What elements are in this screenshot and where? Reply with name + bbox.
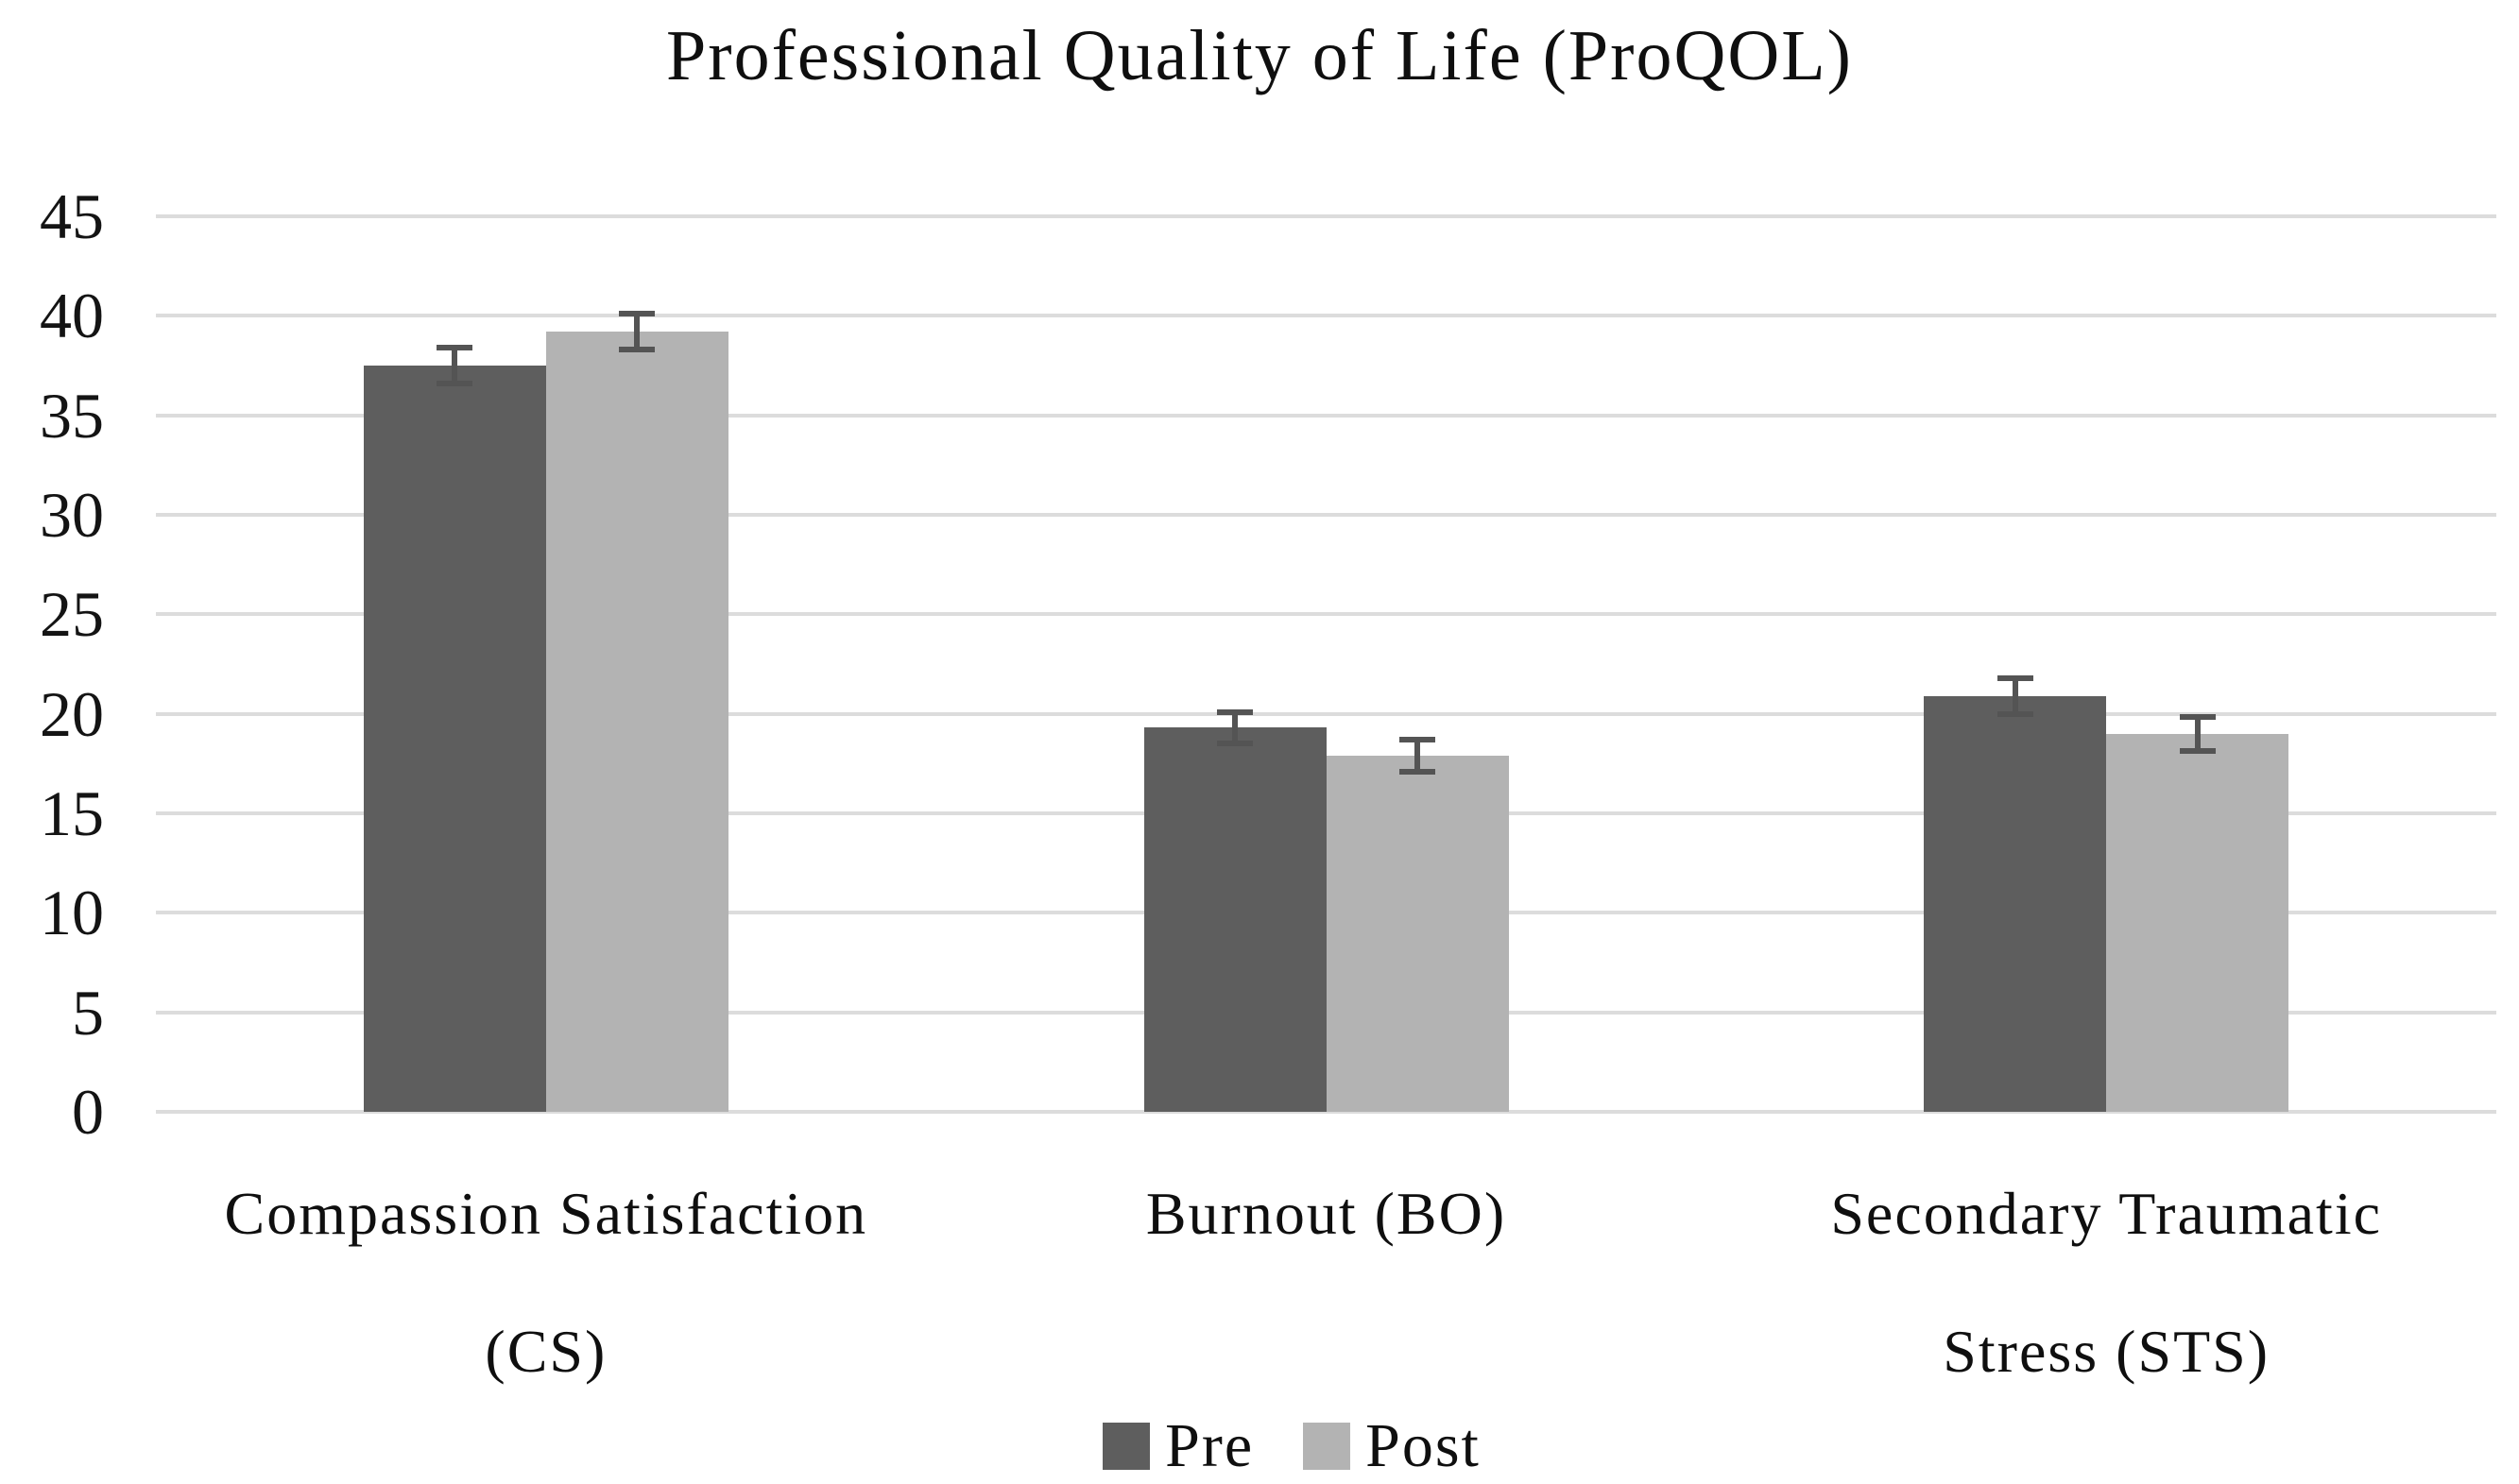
y-tick-label: 5 xyxy=(72,976,104,1049)
error-bar-cap xyxy=(437,380,473,386)
y-tick-label: 30 xyxy=(40,479,104,551)
error-bar-line xyxy=(1232,711,1238,744)
category-label-line: Burnout (BO) xyxy=(1145,1180,1507,1247)
gridline xyxy=(156,711,2496,716)
category-label: Secondary Traumatic Stress (STS) xyxy=(1716,1145,2496,1421)
gridline xyxy=(156,513,2496,517)
gridline xyxy=(156,612,2496,617)
error-bar-cap xyxy=(1217,708,1253,715)
error-bar-line xyxy=(1414,740,1420,772)
category-label-line: (CS) xyxy=(485,1318,608,1385)
error-bar-cap xyxy=(437,345,473,351)
legend-item-post: Post xyxy=(1303,1415,1481,1477)
category-label: Compassion Satisfaction (CS) xyxy=(156,1145,936,1421)
y-tick-label: 40 xyxy=(40,280,104,352)
error-bar-cap xyxy=(1996,674,2033,681)
legend-item-pre: Pre xyxy=(1103,1415,1254,1477)
bar-pre xyxy=(363,366,546,1112)
legend-label: Pre xyxy=(1165,1411,1255,1480)
y-tick-label: 15 xyxy=(40,777,104,849)
error-bar-cap xyxy=(1217,741,1253,747)
error-bar-line xyxy=(634,314,641,350)
gridline xyxy=(156,1110,2496,1114)
error-bar-cap xyxy=(619,311,656,317)
bar-post xyxy=(2106,733,2289,1112)
y-tick-label: 0 xyxy=(72,1076,104,1148)
legend-swatch-post xyxy=(1303,1423,1351,1470)
category-label-line: Stress (STS) xyxy=(1943,1318,2271,1385)
error-bar-line xyxy=(2194,716,2201,751)
y-tick-label: 25 xyxy=(40,578,104,651)
bar-post xyxy=(1326,755,1509,1112)
y-tick-label: 20 xyxy=(40,677,104,750)
bar-post xyxy=(545,332,728,1112)
chart-title: Professional Quality of Life (ProQOL) xyxy=(666,16,1853,95)
gridline xyxy=(156,413,2496,418)
error-bar-cap xyxy=(1399,737,1435,743)
category-label-line: Secondary Traumatic xyxy=(1830,1180,2382,1247)
y-tick-label: 35 xyxy=(40,379,104,452)
gridline xyxy=(156,214,2496,218)
y-tick-label: 10 xyxy=(40,877,104,949)
error-bar-cap xyxy=(1399,768,1435,775)
error-bar-cap xyxy=(619,347,656,353)
category-label: Burnout (BO) xyxy=(936,1145,1717,1283)
gridline xyxy=(156,314,2496,318)
legend-label: Post xyxy=(1365,1411,1481,1480)
bar-pre xyxy=(1924,695,2107,1112)
legend-swatch-pre xyxy=(1103,1423,1151,1470)
category-label-line: Compassion Satisfaction xyxy=(224,1180,868,1247)
y-tick-label: 45 xyxy=(40,180,104,252)
error-bar-cap xyxy=(2179,747,2216,754)
bar-pre xyxy=(1143,727,1327,1112)
error-bar-cap xyxy=(2179,713,2216,720)
error-bar-line xyxy=(452,348,458,384)
error-bar-line xyxy=(2012,677,2018,714)
error-bar-cap xyxy=(1996,710,2033,717)
legend: Pre Post xyxy=(32,1415,2519,1477)
